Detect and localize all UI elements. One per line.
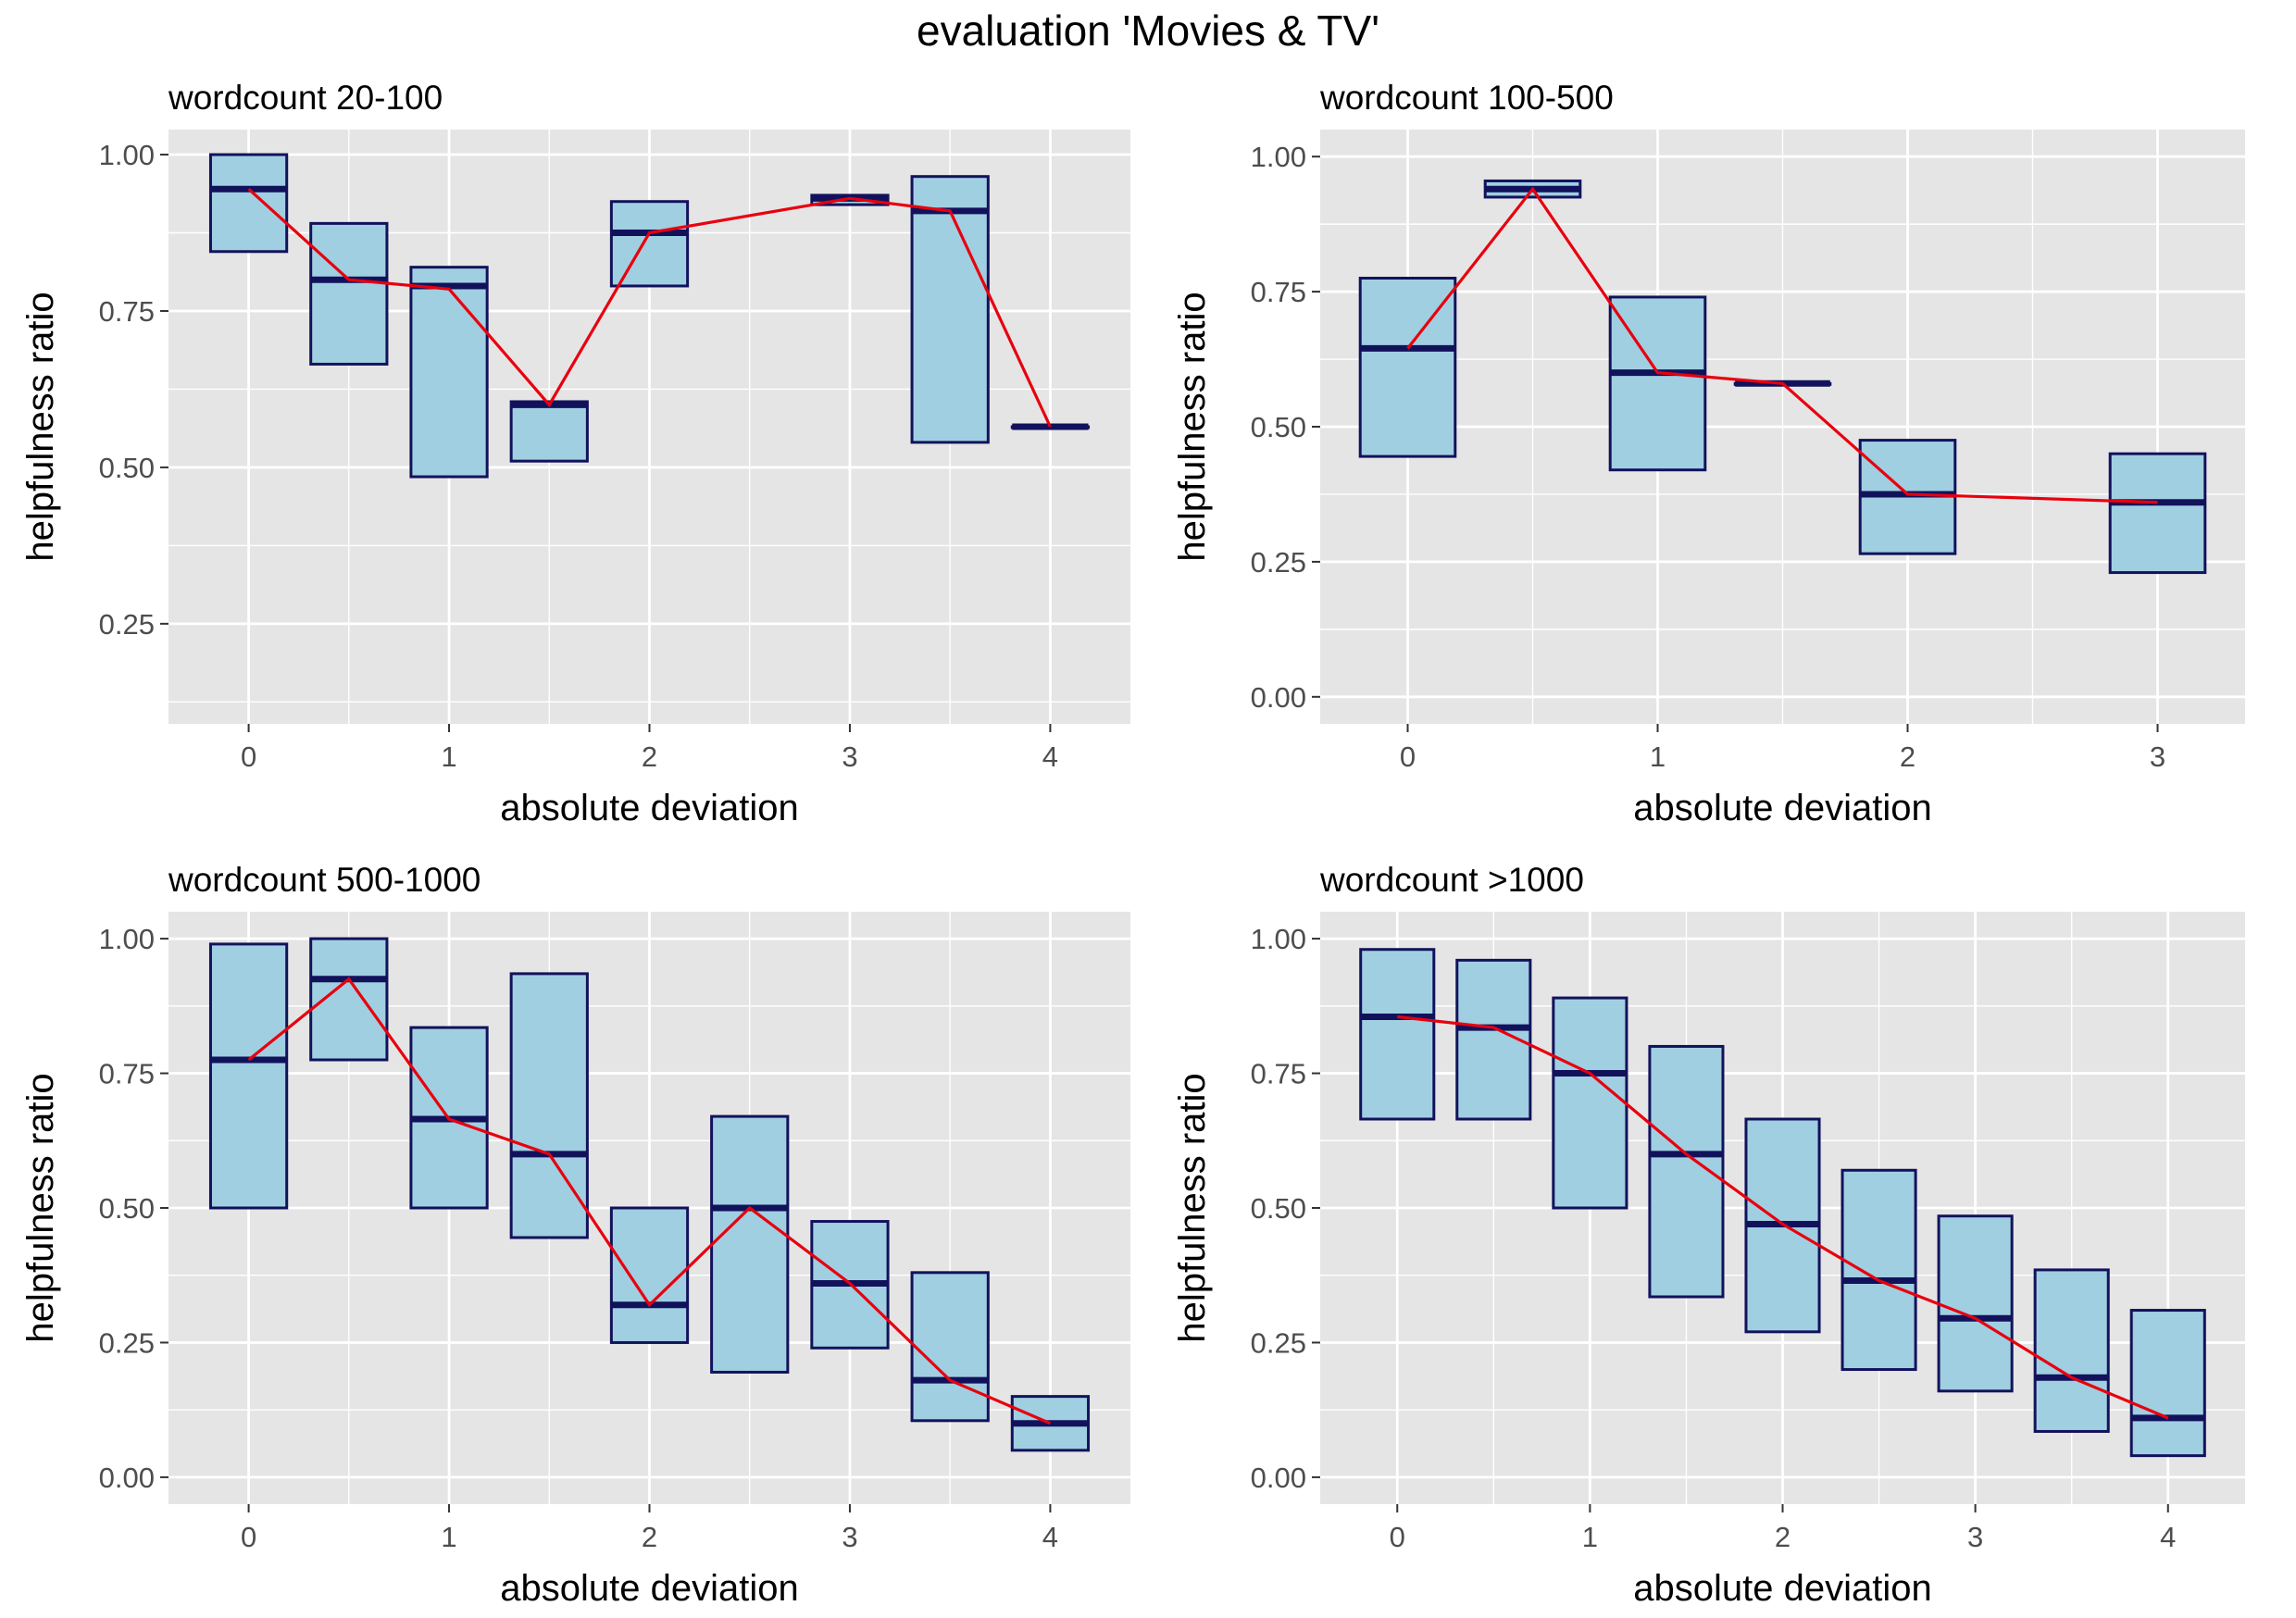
y-tick-label: 0.25 <box>1251 546 1306 579</box>
y-tick-label: 0.75 <box>1251 1058 1306 1090</box>
y-axis-title: helpfulness ratio <box>20 1073 61 1342</box>
x-tick-label: 2 <box>642 741 657 773</box>
box <box>208 942 289 1210</box>
y-tick-label: 0.00 <box>1251 1462 1306 1494</box>
x-tick-label: 4 <box>1042 741 1058 773</box>
main-title: evaluation 'Movies & TV' <box>917 6 1379 55</box>
panel-3: 0.00 0.25 0.50 0.75 1.00 0 1 2 3 4 wordcount 500-1… <box>20 861 1130 1609</box>
x-tick-label: 1 <box>1650 741 1666 773</box>
trend-line <box>1406 186 2158 504</box>
panel-title: wordcount >1000 <box>1319 861 1584 899</box>
box <box>910 175 990 444</box>
box <box>309 221 389 366</box>
box <box>509 972 589 1239</box>
x-tick-label: 2 <box>1775 1521 1791 1553</box>
x-tick-label: 3 <box>842 1521 857 1553</box>
x-axis-title: absolute deviation <box>1633 1568 1931 1609</box>
panel-2: 0.00 0.25 0.50 0.75 1.00 0 1 2 3 wordcount 100-50… <box>1172 79 2245 828</box>
x-tick-label: 2 <box>642 1521 657 1553</box>
x-axis-title: absolute deviation <box>500 788 798 828</box>
x-tick-label: 3 <box>1967 1521 1983 1553</box>
box <box>1552 996 1628 1210</box>
y-tick-label: 0.50 <box>99 452 155 484</box>
y-tick-label: 0.00 <box>99 1462 155 1494</box>
x-tick-label: 3 <box>2150 741 2165 773</box>
panel-title: wordcount 500-1000 <box>168 861 480 899</box>
y-tick-label: 0.75 <box>1251 276 1306 308</box>
x-tick-label: 0 <box>241 1521 256 1553</box>
y-tick-label: 0.50 <box>1251 1192 1306 1225</box>
x-axis-title: absolute deviation <box>1633 788 1931 828</box>
y-tick-label: 1.00 <box>99 139 155 171</box>
y-tick-label: 0.25 <box>99 1326 155 1359</box>
x-tick-label: 1 <box>441 1521 456 1553</box>
x-tick-label: 3 <box>842 741 857 773</box>
x-tick-label: 2 <box>1900 741 1915 773</box>
box <box>609 200 690 288</box>
y-tick-label: 0.00 <box>1251 681 1306 714</box>
y-tick-label: 1.00 <box>99 923 155 955</box>
y-tick-label: 0.75 <box>99 1058 155 1090</box>
box <box>710 1114 790 1374</box>
x-tick-label: 4 <box>1042 1521 1058 1553</box>
box <box>609 1206 690 1344</box>
x-tick-label: 4 <box>2160 1521 2176 1553</box>
trend-line <box>1397 1014 2169 1420</box>
panel-title: wordcount 100-500 <box>1319 79 1614 117</box>
y-axis-title: helpfulness ratio <box>20 292 61 561</box>
panel-1: 0.25 0.50 0.75 1.00 0 1 2 3 4 wordcount 20-100 abs… <box>20 79 1130 828</box>
box <box>2108 452 2207 575</box>
y-tick-label: 1.00 <box>1251 923 1306 955</box>
panel-title: wordcount 20-100 <box>168 79 443 117</box>
box <box>1937 1214 2014 1393</box>
x-tick-label: 1 <box>441 741 456 773</box>
y-tick-label: 0.25 <box>1251 1326 1306 1359</box>
y-tick-label: 0.25 <box>99 608 155 641</box>
y-axis-title: helpfulness ratio <box>1172 292 1213 561</box>
trend-line <box>247 977 1052 1425</box>
box <box>910 1271 990 1423</box>
box <box>409 266 489 479</box>
x-tick-label: 1 <box>1582 1521 1598 1553</box>
trend-line <box>247 188 1052 428</box>
x-tick-label: 0 <box>1400 741 1416 773</box>
panel-4: 0.00 0.25 0.50 0.75 1.00 0 1 2 3 4 wordcount >1000… <box>1172 861 2245 1609</box>
box <box>208 153 289 254</box>
y-tick-label: 0.75 <box>99 295 155 328</box>
box <box>2033 1268 2110 1433</box>
x-tick-label: 0 <box>241 741 256 773</box>
box <box>2129 1309 2206 1458</box>
box <box>1359 948 1436 1121</box>
x-axis-title: absolute deviation <box>500 1568 798 1609</box>
box <box>1841 1168 1917 1372</box>
box <box>509 400 589 463</box>
y-tick-label: 0.50 <box>99 1192 155 1225</box>
y-tick-label: 1.00 <box>1251 141 1306 173</box>
y-axis-title: helpfulness ratio <box>1172 1073 1213 1342</box>
x-tick-label: 0 <box>1390 1521 1405 1553</box>
y-tick-label: 0.50 <box>1251 411 1306 443</box>
